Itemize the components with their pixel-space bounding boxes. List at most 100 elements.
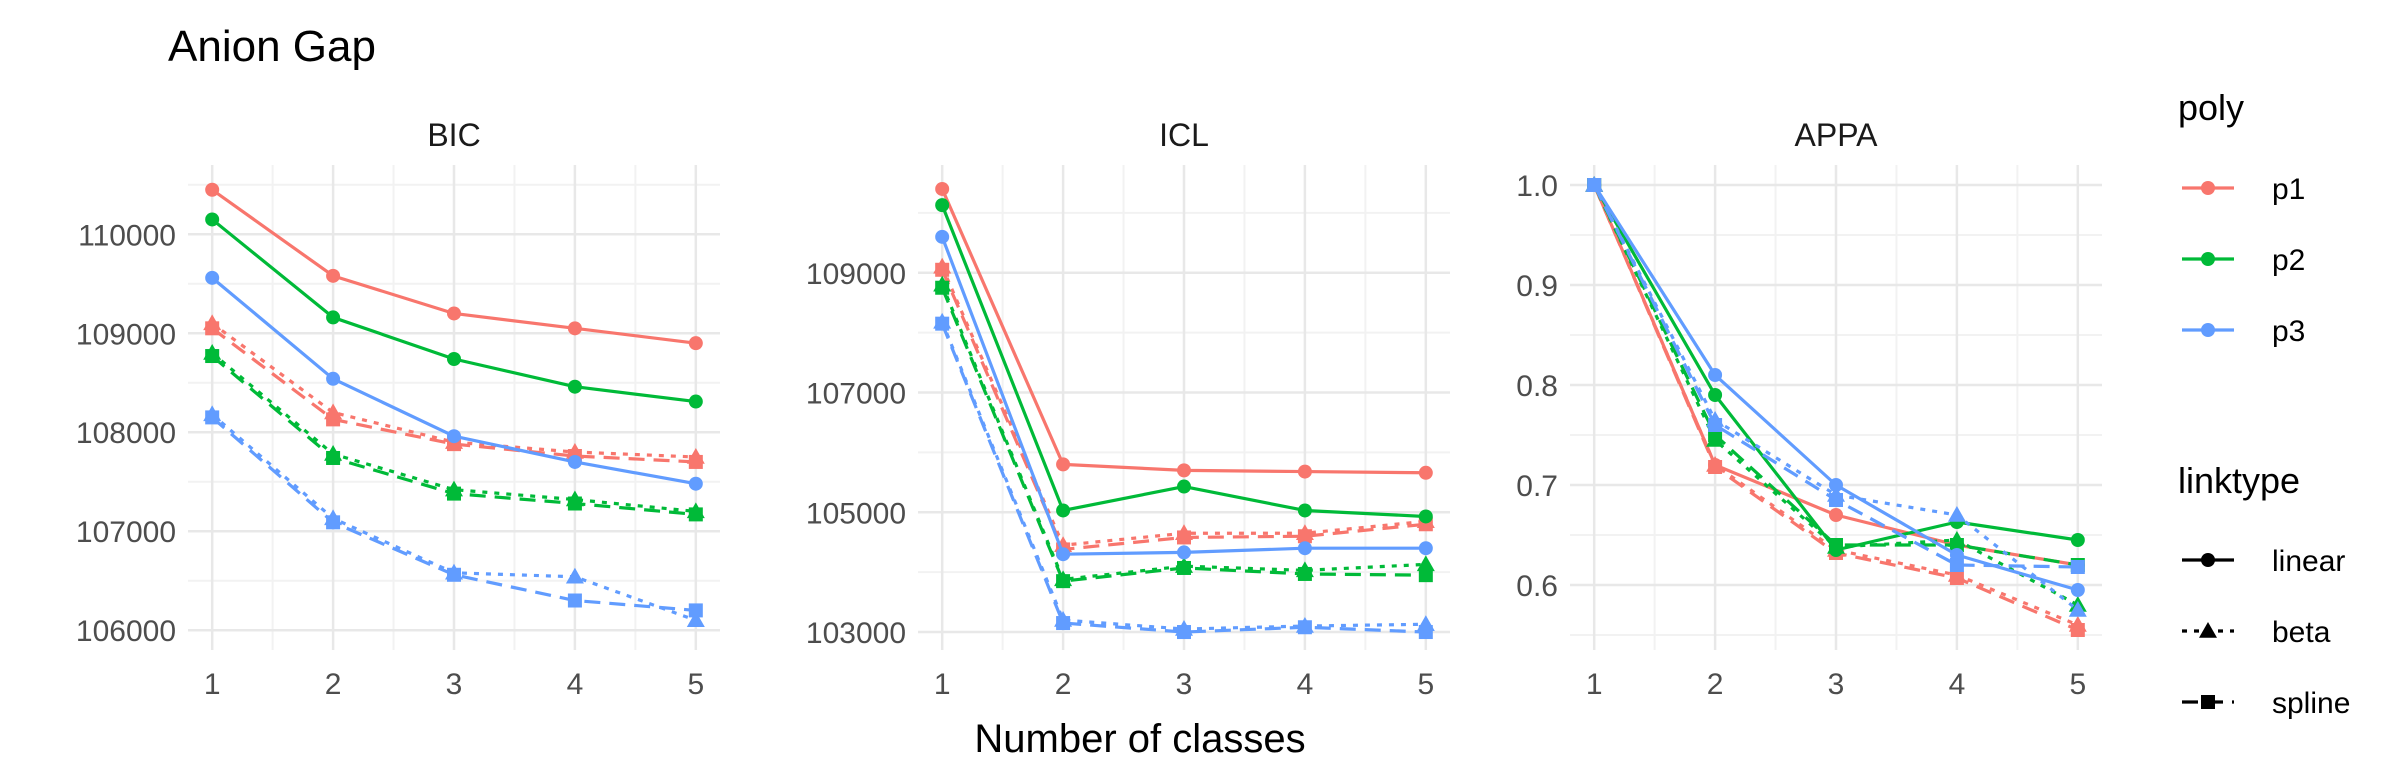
data-point — [567, 496, 582, 511]
series-p1-linear — [935, 181, 1433, 480]
x-tick-label: 5 — [1417, 668, 1434, 701]
legend-key-marker — [2201, 695, 2215, 709]
legend-key-marker — [2201, 252, 2215, 266]
series-p3-spline — [1587, 178, 2085, 574]
data-point — [567, 321, 582, 336]
data-point — [326, 310, 341, 325]
panel-icl: 1 2 3 4 5 103000 105000 107000 109000 ICL — [806, 117, 1450, 701]
y-tick-label: 0.7 — [1516, 470, 1558, 503]
data-point — [1829, 508, 1843, 522]
data-point — [688, 454, 703, 469]
data-point — [567, 379, 582, 394]
legend-item-linear: linear — [2182, 545, 2345, 578]
y-tick-label: 106000 — [76, 615, 176, 648]
data-point — [2068, 601, 2087, 617]
series-line — [1592, 184, 2079, 567]
data-point — [686, 611, 705, 628]
chart-title: Anion Gap — [168, 22, 376, 71]
series-p3-linear — [205, 270, 703, 491]
data-point — [1177, 530, 1191, 545]
data-point — [565, 567, 584, 584]
legend-key-marker — [2201, 181, 2215, 195]
data-point — [1949, 538, 1964, 552]
data-point — [326, 412, 341, 427]
data-point — [1418, 465, 1433, 480]
data-point — [1297, 503, 1312, 518]
legend-title-poly: poly — [2178, 87, 2244, 128]
legend: poly p1 p2 p3 linktype linear beta spline — [2178, 87, 2350, 720]
y-tick-label: 0.8 — [1516, 370, 1558, 403]
data-point — [1949, 558, 1964, 572]
legend-label: p3 — [2272, 315, 2305, 348]
data-point — [205, 182, 220, 197]
x-tick-label: 4 — [1297, 668, 1314, 701]
series-line — [940, 321, 1426, 631]
y-tick-label: 110000 — [78, 219, 176, 252]
series-line — [211, 327, 696, 464]
series-line — [211, 322, 696, 459]
data-point — [567, 593, 582, 608]
y-tick-label: 103000 — [806, 617, 906, 650]
panels: 1 2 3 4 5 106000 107000 108000 109000 110000 BIC 1 2… — [76, 117, 2102, 701]
data-point — [935, 181, 950, 196]
data-point — [1947, 506, 1966, 522]
x-tick-label: 1 — [1586, 668, 1603, 701]
data-point — [1829, 493, 1843, 507]
panel-appa: 1 2 3 4 5 0.6 0.7 0.8 0.9 1.0 APPA — [1516, 117, 2102, 701]
legend-item-beta: beta — [2182, 616, 2331, 649]
data-point — [1829, 538, 1843, 552]
series-line — [1592, 184, 2079, 612]
y-tick-label: 105000 — [806, 497, 906, 530]
data-point — [1418, 568, 1433, 583]
data-point — [688, 336, 703, 351]
y-tick-label: 109000 — [76, 318, 176, 351]
x-tick-label: 2 — [325, 668, 342, 701]
legend-key-marker — [2199, 622, 2217, 638]
data-point — [1416, 555, 1435, 572]
series-line — [940, 323, 1426, 634]
x-axis-label: Number of classes — [974, 717, 1305, 761]
panel-strip-title: APPA — [1795, 117, 1879, 153]
series-p3-spline — [205, 410, 703, 618]
data-point — [1177, 463, 1191, 478]
legend-key-marker — [2201, 553, 2215, 567]
series-line — [940, 284, 1426, 581]
x-tick-label: 1 — [204, 668, 221, 701]
data-point — [1587, 178, 1602, 192]
x-tick-label: 1 — [934, 668, 951, 701]
series-p1-linear — [205, 182, 703, 351]
data-point — [935, 316, 950, 331]
data-point — [1056, 457, 1071, 472]
series-p3-linear — [935, 229, 1433, 562]
data-point — [1708, 388, 1723, 402]
data-point — [935, 229, 950, 244]
data-point — [1418, 625, 1433, 640]
data-point — [1297, 541, 1312, 556]
series-p2-linear — [935, 198, 1433, 524]
data-point — [1056, 547, 1071, 562]
data-point — [688, 603, 703, 618]
x-tick-label: 2 — [1055, 668, 1072, 701]
y-tick-label: 108000 — [76, 417, 176, 450]
data-point — [1177, 625, 1191, 640]
panel-strip-title: ICL — [1159, 117, 1209, 153]
data-point — [1056, 574, 1071, 589]
legend-label: linear — [2272, 545, 2345, 578]
x-tick-label: 2 — [1707, 668, 1724, 701]
series-p2-linear — [205, 212, 703, 409]
legend-item-p3: p3 — [2182, 315, 2305, 348]
series-p2-spline — [935, 280, 1433, 589]
data-point — [1418, 541, 1433, 556]
data-point — [1297, 566, 1312, 581]
data-point — [2070, 623, 2085, 637]
legend-label: p1 — [2272, 173, 2305, 206]
data-point — [326, 515, 341, 530]
data-point — [447, 429, 461, 444]
data-point — [688, 476, 703, 491]
series-p3-spline — [935, 316, 1433, 640]
x-tick-label: 3 — [1176, 668, 1193, 701]
data-point — [326, 450, 341, 465]
data-point — [688, 507, 703, 522]
y-tick-label: 0.6 — [1516, 570, 1558, 603]
data-point — [1056, 616, 1071, 631]
